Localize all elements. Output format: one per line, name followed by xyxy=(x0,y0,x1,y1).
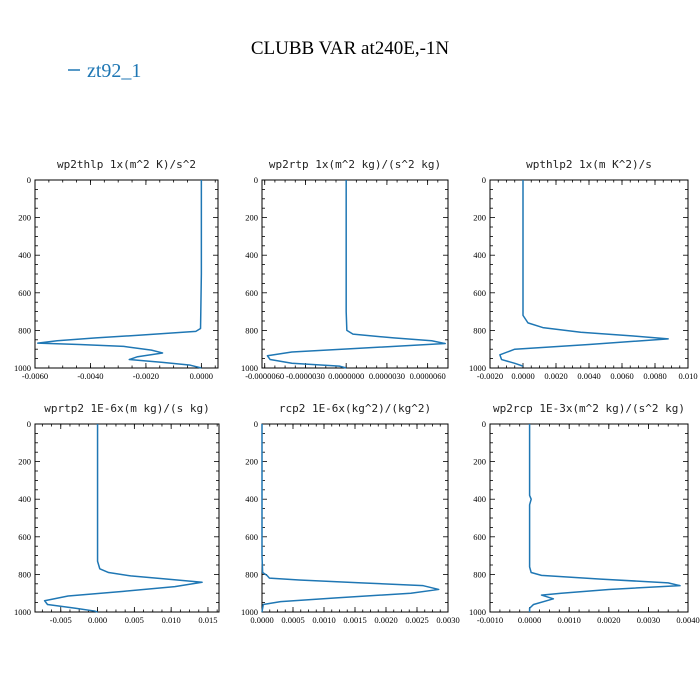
x-tick-label: 0.0030 xyxy=(637,615,660,625)
x-tick-label: 0.0080 xyxy=(643,371,666,381)
x-tick-label: 0.010 xyxy=(162,615,181,625)
y-tick-label: 400 xyxy=(473,250,486,260)
panel-title: wp2rtp 1x(m^2 kg)/(s^2 kg) xyxy=(269,158,441,171)
y-tick-label: 0 xyxy=(254,175,258,185)
panel-grid: wp2thlp 1x(m^2 K)/s^202004006008001000-0… xyxy=(14,158,700,625)
x-tick-label: 0.0005 xyxy=(281,615,304,625)
y-tick-label: 800 xyxy=(473,325,486,335)
series-line xyxy=(528,424,681,612)
panel-title: wp2thlp 1x(m^2 K)/s^2 xyxy=(57,158,196,171)
x-tick-label: 0.0010 xyxy=(312,615,335,625)
y-tick-label: 1000 xyxy=(241,363,258,373)
x-tick-label: 0.0040 xyxy=(577,371,600,381)
series-line xyxy=(261,424,440,613)
y-tick-label: 1000 xyxy=(241,607,258,617)
x-tick-label: 0.0020 xyxy=(374,615,397,625)
x-tick-label: -0.0000030 xyxy=(286,371,325,381)
y-tick-label: 800 xyxy=(245,325,258,335)
x-tick-label: 0.0000 xyxy=(190,371,213,381)
plot-frame xyxy=(489,423,689,613)
y-tick-label: 600 xyxy=(245,532,258,542)
y-tick-label: 400 xyxy=(18,250,31,260)
panel-1: wp2thlp 1x(m^2 K)/s^202004006008001000-0… xyxy=(14,158,219,381)
x-tick-label: -0.0060 xyxy=(22,371,48,381)
y-tick-label: 400 xyxy=(473,494,486,504)
x-tick-label: -0.005 xyxy=(50,615,72,625)
y-tick-label: 800 xyxy=(245,569,258,579)
x-tick-label: -0.0000060 xyxy=(245,371,284,381)
y-tick-label: 0 xyxy=(27,175,31,185)
panel-6: wp2rcp 1E-3x(m^2 kg)/(s^2 kg) 0 200 400 600 8… xyxy=(469,402,700,625)
y-tick-label: 200 xyxy=(245,457,258,467)
x-tick-label: 0.0000 xyxy=(518,615,541,625)
legend: zt92_1 xyxy=(68,60,141,82)
y-tick-label: 400 xyxy=(245,494,258,504)
x-tick-label: 0.000 xyxy=(88,615,107,625)
y-tick-label: 600 xyxy=(473,288,486,298)
x-tick-label: 0.0000060 xyxy=(410,371,446,381)
x-tick-label: 0.0025 xyxy=(405,615,428,625)
y-tick-label: 200 xyxy=(473,457,486,467)
x-tick-label: 0.010 xyxy=(678,371,697,381)
y-tick-label: 0 xyxy=(482,175,486,185)
panel-title: wprtp2 1E-6x(m kg)/(s kg) xyxy=(44,402,210,415)
y-tick-label: 800 xyxy=(18,569,31,579)
x-tick-label: 0.0000030 xyxy=(369,371,405,381)
x-tick-label: -0.0020 xyxy=(133,371,159,381)
legend-label: zt92_1 xyxy=(87,60,141,82)
panel-5: rcp2 1E-6x(kg^2)/(kg^2) 0 200 400 600 800 1000… xyxy=(241,402,460,625)
y-tick-label: 200 xyxy=(473,213,486,223)
y-tick-label: 1000 xyxy=(469,607,486,617)
x-tick-label: -0.0010 xyxy=(477,615,503,625)
y-tick-label: 1000 xyxy=(14,363,31,373)
x-tick-label: -0.0020 xyxy=(477,371,503,381)
x-tick-label: 0.0020 xyxy=(544,371,567,381)
y-tick-label: 400 xyxy=(245,250,258,260)
x-tick-label: 0.0000 xyxy=(250,615,273,625)
series-line xyxy=(499,180,669,367)
x-tick-label: 0.0015 xyxy=(343,615,366,625)
y-tick-label: 800 xyxy=(18,325,31,335)
x-tick-label: 0.005 xyxy=(125,615,144,625)
x-tick-label: 0.0010 xyxy=(558,615,581,625)
y-tick-label: 200 xyxy=(18,213,31,223)
x-tick-label: -0.0040 xyxy=(77,371,103,381)
x-tick-label: 0.0000 xyxy=(511,371,534,381)
series-line xyxy=(266,180,447,369)
y-tick-label: 200 xyxy=(18,457,31,467)
y-tick-label: 0 xyxy=(482,419,486,429)
panel-title: wp2rcp 1E-3x(m^2 kg)/(s^2 kg) xyxy=(493,402,685,415)
y-tick-label: 800 xyxy=(473,569,486,579)
y-tick-label: 1000 xyxy=(14,607,31,617)
x-tick-label: 0.0060 xyxy=(610,371,633,381)
y-tick-label: 600 xyxy=(245,288,258,298)
panel-title: wpthlp2 1x(m K^2)/s xyxy=(526,158,652,171)
y-tick-label: 1000 xyxy=(469,363,486,373)
series-line xyxy=(43,424,203,613)
y-tick-label: 400 xyxy=(18,494,31,504)
x-tick-label: 0.0000000 xyxy=(328,371,364,381)
figure-title: CLUBB VAR at240E,-1N xyxy=(251,38,450,59)
series-line xyxy=(37,180,203,369)
y-tick-label: 0 xyxy=(254,419,258,429)
y-tick-label: 200 xyxy=(245,213,258,223)
y-tick-label: 600 xyxy=(473,532,486,542)
plot-frame xyxy=(261,423,449,613)
y-tick-label: 600 xyxy=(18,532,31,542)
panel-3: wpthlp2 1x(m K^2)/s 0 200 400 600 800 1000-0.0… xyxy=(469,158,698,381)
panel-2: wp2rtp 1x(m^2 kg)/(s^2 kg) 0 200 400 600 800 1… xyxy=(241,158,449,381)
y-tick-label: 0 xyxy=(27,419,31,429)
x-tick-label: 0.015 xyxy=(198,615,217,625)
panel-4: wprtp2 1E-6x(m kg)/(s kg) 0 200 400 600 800 10… xyxy=(14,402,220,625)
x-tick-label: 0.0030 xyxy=(436,615,459,625)
y-tick-label: 600 xyxy=(18,288,31,298)
x-tick-label: 0.0040 xyxy=(676,615,699,625)
x-tick-label: 0.0020 xyxy=(597,615,620,625)
panel-title: rcp2 1E-6x(kg^2)/(kg^2) xyxy=(279,402,431,415)
